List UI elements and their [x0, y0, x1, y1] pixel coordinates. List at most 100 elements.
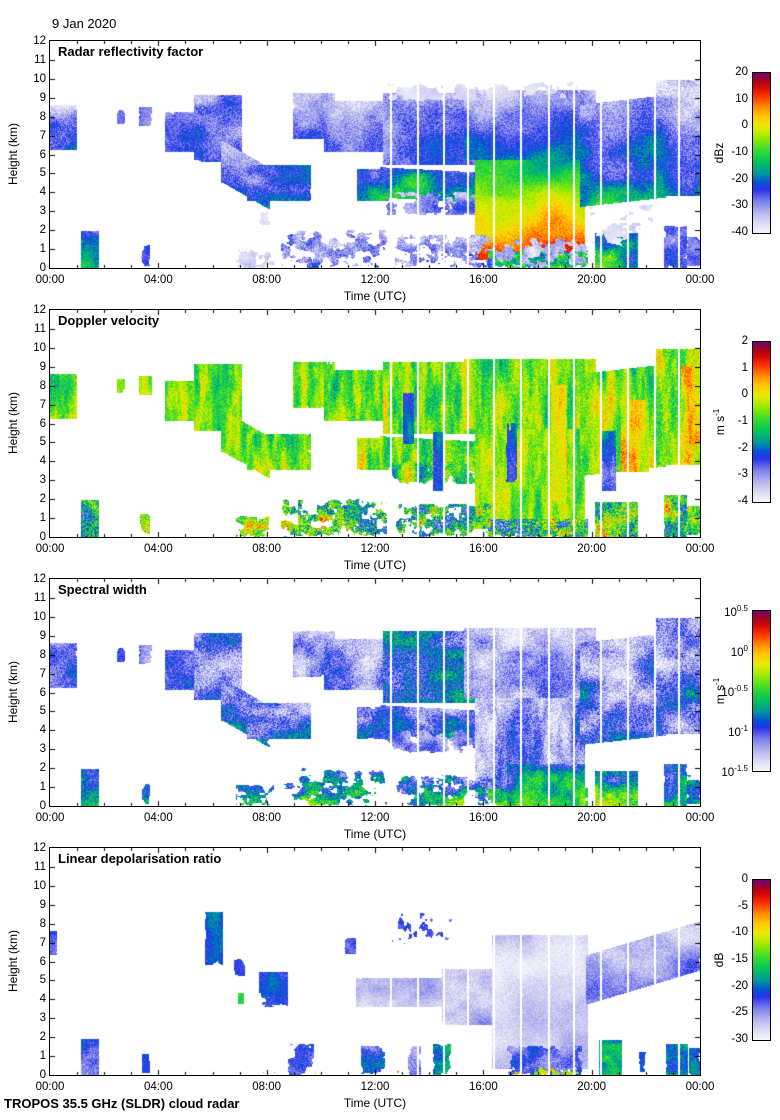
panel-title-doppler-velocity: Doppler velocity — [58, 313, 160, 328]
colorbar-tick-label: 0 — [741, 119, 748, 132]
x-tick-label: 00:00 — [35, 812, 65, 824]
colorbar-unit-ldr: dB — [712, 952, 726, 968]
y-tick-label: 0 — [39, 800, 46, 812]
colorbar-tick-label: 1 — [741, 361, 748, 374]
y-tick-label: 0 — [39, 1069, 46, 1081]
y-axis-label-reflectivity: Height (km) — [6, 123, 20, 186]
heatmap-canvas-ldr — [50, 848, 700, 1075]
y-tick-label: 11 — [34, 591, 46, 604]
x-tick-label: 00:00 — [685, 543, 715, 555]
y-tick-label: 10 — [33, 879, 46, 892]
y-tick-label: 12 — [33, 842, 46, 854]
panel-title-spectral-width: Spectral width — [58, 582, 147, 597]
x-tick-label: 12:00 — [360, 1081, 390, 1093]
plot-area-reflectivity — [49, 40, 701, 269]
y-axis-label-ldr: Height (km) — [6, 930, 20, 993]
x-tick-label: 16:00 — [468, 274, 498, 286]
y-tick-label: 11 — [34, 860, 46, 873]
y-tick-label: 12 — [33, 35, 46, 47]
x-tick-label: 00:00 — [35, 274, 65, 286]
panel-title-ldr: Linear depolarisation ratio — [58, 851, 222, 866]
colorbar-tick-label: 100.5 — [724, 604, 748, 619]
x-axis-label-ldr: Time (UTC) — [343, 1096, 407, 1110]
colorbar-tick-label: 0 — [741, 388, 748, 401]
y-tick-label: 2 — [39, 224, 46, 237]
y-tick-label: 7 — [39, 398, 46, 411]
colorbar-doppler-velocity — [752, 341, 771, 503]
y-axis-label-spectral-width: Height (km) — [6, 661, 20, 724]
y-tick-label: 9 — [39, 898, 46, 911]
colorbar-tick-label: 10-1 — [728, 724, 748, 739]
y-tick-label: 12 — [33, 573, 46, 585]
colorbar-tick-label: 10 — [735, 92, 748, 105]
y-tick-label: 9 — [39, 360, 46, 373]
colorbar-tick-label: -1 — [737, 415, 748, 427]
colorbar-tick-label: -2 — [737, 441, 748, 454]
colorbar-tick-label: 100 — [730, 644, 748, 659]
y-tick-label: 6 — [39, 417, 46, 430]
colorbar-tick-label: 20 — [735, 66, 748, 78]
y-tick-label: 9 — [39, 629, 46, 642]
x-tick-label: 00:00 — [35, 1081, 65, 1093]
y-tick-label: 3 — [39, 1012, 46, 1025]
y-tick-label: 1 — [39, 781, 46, 794]
y-tick-label: 10 — [33, 341, 46, 354]
colorbar-tick-label: 10-1.5 — [721, 764, 748, 779]
heatmap-canvas-doppler-velocity — [50, 310, 700, 537]
y-tick-label: 1 — [39, 512, 46, 525]
y-tick-label: 4 — [39, 455, 46, 468]
y-tick-label: 0 — [39, 531, 46, 543]
x-tick-label: 20:00 — [577, 543, 607, 555]
y-tick-label: 10 — [33, 72, 46, 85]
colorbar-ldr — [752, 879, 771, 1041]
credit-label: TROPOS 35.5 GHz (SLDR) cloud radar — [4, 1096, 240, 1111]
colorbar-unit-reflectivity: dBz — [712, 142, 726, 164]
y-tick-label: 7 — [39, 129, 46, 142]
x-tick-label: 08:00 — [252, 1081, 282, 1093]
colorbar-tick-label: 10-0.5 — [721, 684, 748, 699]
y-tick-label: 8 — [39, 917, 46, 930]
y-axis-label-doppler-velocity: Height (km) — [6, 392, 20, 455]
y-tick-label: 3 — [39, 743, 46, 756]
plot-area-ldr — [49, 847, 701, 1076]
x-tick-label: 04:00 — [143, 543, 173, 555]
colorbar-tick-label: -5 — [737, 899, 748, 912]
y-tick-label: 7 — [39, 936, 46, 949]
colorbar-tick-label: -10 — [731, 926, 748, 939]
x-tick-label: 16:00 — [468, 812, 498, 824]
y-tick-label: 2 — [39, 1031, 46, 1044]
x-axis-label-reflectivity: Time (UTC) — [343, 289, 407, 303]
y-tick-label: 8 — [39, 379, 46, 392]
y-tick-label: 10 — [33, 610, 46, 623]
x-axis-label-spectral-width: Time (UTC) — [343, 827, 407, 841]
panel-title-reflectivity: Radar reflectivity factor — [58, 44, 204, 59]
y-tick-label: 3 — [39, 474, 46, 487]
y-tick-label: 2 — [39, 762, 46, 775]
x-tick-label: 12:00 — [360, 812, 390, 824]
y-tick-label: 5 — [39, 167, 46, 180]
colorbar-tick-label: 2 — [741, 335, 748, 347]
colorbar-tick-label: -25 — [731, 1006, 748, 1019]
heatmap-canvas-spectral-width — [50, 579, 700, 806]
x-tick-label: 04:00 — [143, 274, 173, 286]
x-tick-label: 00:00 — [35, 543, 65, 555]
colorbar-tick-label: 0 — [741, 873, 748, 885]
colorbar-unit-doppler-velocity: m s-1 — [712, 408, 727, 436]
colorbar-reflectivity — [752, 72, 771, 234]
colorbar-tick-label: -20 — [731, 172, 748, 185]
heatmap-canvas-reflectivity — [50, 41, 700, 268]
plot-area-spectral-width — [49, 578, 701, 807]
y-tick-label: 3 — [39, 205, 46, 218]
y-tick-label: 0 — [39, 262, 46, 274]
y-tick-label: 8 — [39, 110, 46, 123]
colorbar-tick-label: -10 — [731, 146, 748, 158]
colorbar-tick-label: -40 — [731, 226, 748, 238]
x-tick-label: 20:00 — [577, 1081, 607, 1093]
colorbar-tick-label: -4 — [737, 495, 748, 507]
x-tick-label: 04:00 — [143, 1081, 173, 1093]
y-tick-label: 11 — [34, 322, 46, 335]
x-tick-label: 16:00 — [468, 1081, 498, 1093]
y-tick-label: 6 — [39, 148, 46, 161]
x-tick-label: 08:00 — [252, 812, 282, 824]
x-tick-label: 20:00 — [577, 812, 607, 824]
